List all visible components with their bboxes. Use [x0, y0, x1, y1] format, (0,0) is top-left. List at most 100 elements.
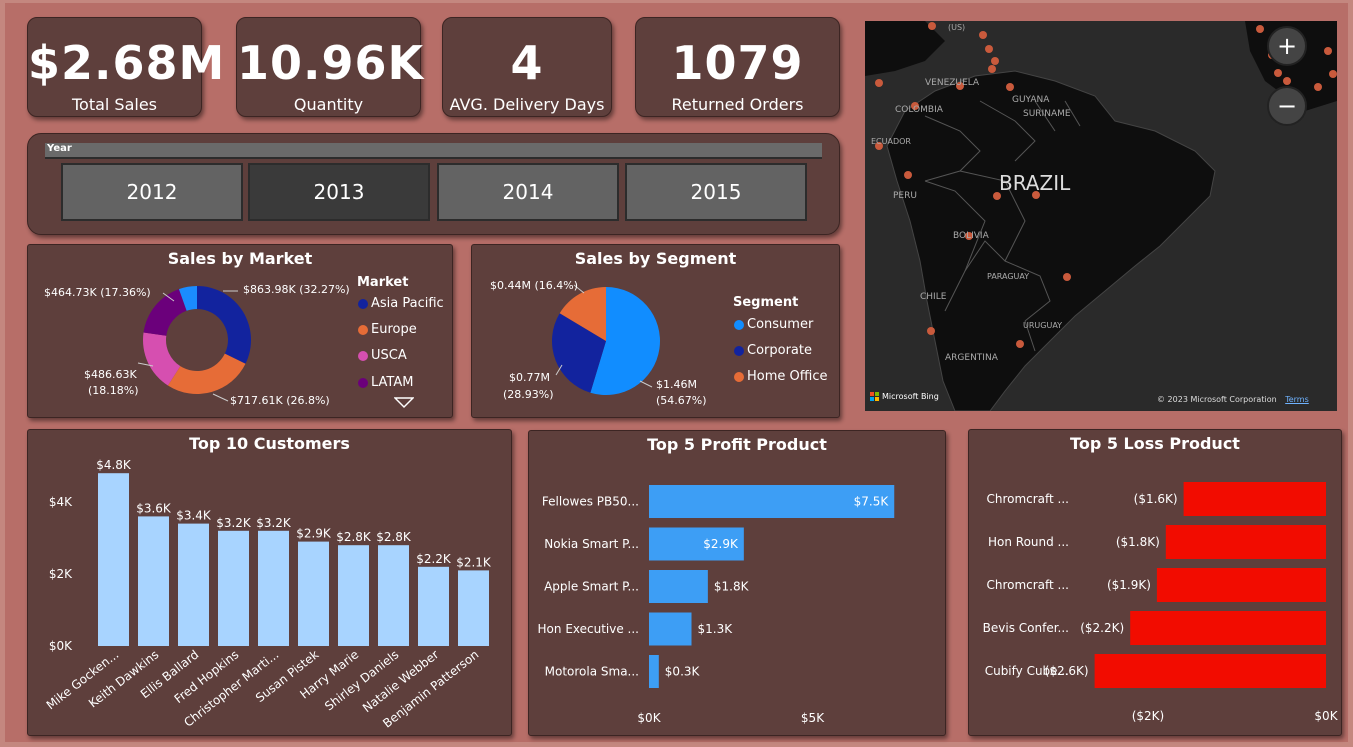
legend-item-usca[interactable]: USCA: [358, 348, 407, 363]
bar-benjamin-patterson[interactable]: [458, 570, 489, 646]
x-tick-label: $5K: [801, 711, 825, 725]
legend-swatch: [734, 371, 744, 382]
data-label: $2.8K: [336, 530, 372, 544]
bar-bevis-confer-3[interactable]: [1130, 611, 1326, 645]
sales-by-market-panel: Sales by Market $863.98K (32.27%) $717.6…: [27, 244, 453, 418]
bar-nokia-smart-p-1[interactable]: [649, 527, 744, 561]
bar-keith-dawkins[interactable]: [138, 516, 169, 646]
bar-natalie-webber[interactable]: [418, 566, 449, 646]
zoom-out-button[interactable]: −: [1267, 86, 1307, 126]
kpi-label: AVG. Delivery Days: [449, 95, 605, 114]
legend-label: Corporate: [747, 343, 812, 358]
legend-item-asia-pacific[interactable]: Asia Pacific: [358, 296, 444, 311]
bar-hon-round-1[interactable]: [1165, 525, 1326, 559]
kpi-value: 1079: [671, 36, 804, 90]
legend-label: Home Office: [747, 369, 828, 384]
legend-scroll-down-icon[interactable]: [394, 397, 414, 409]
data-label: $3.6K: [136, 501, 172, 515]
leader-line: [162, 292, 175, 302]
map-label: COLOMBIA: [895, 105, 943, 115]
legend-swatch: [358, 298, 368, 309]
legend-swatch: [358, 350, 368, 361]
zoom-in-button[interactable]: +: [1267, 26, 1307, 66]
data-label: $1.3K: [698, 622, 734, 636]
slice-usca[interactable]: [143, 332, 181, 386]
bar-ellis-ballard[interactable]: [178, 523, 209, 646]
bar-apple-smart-p-2[interactable]: [649, 570, 708, 603]
data-label: $2.9K: [703, 537, 739, 551]
sales-by-segment-panel: Sales by Segment $0.44M (16.4%) $0.77M (…: [471, 244, 840, 418]
slice-europe[interactable]: [167, 353, 246, 394]
data-label: $1.8K: [714, 580, 750, 594]
slice-other[interactable]: [178, 286, 197, 311]
data-label: $0.3K: [665, 665, 701, 679]
top-loss-chart: Chromcraft ... ($1.6K) Hon Round ... ($1.8K…: [983, 482, 1339, 723]
bar-harry-marie[interactable]: [338, 545, 369, 646]
year-option-2012[interactable]: 2012: [61, 163, 243, 221]
slice-label-consumer-value: $1.46M: [656, 378, 697, 391]
y-tick-label: $2K: [49, 567, 73, 581]
terms-link[interactable]: Terms: [1285, 395, 1309, 404]
legend-item-latam[interactable]: LATAM: [358, 375, 413, 390]
top-profit-panel: Top 5 Profit Product Fellowes PB50... $7.…: [528, 430, 946, 736]
bar-christopher-marti[interactable]: [258, 530, 289, 646]
bing-logo: Microsoft Bing: [870, 392, 939, 401]
slice-label-usca-pct: (18.18%): [88, 384, 139, 397]
year-option-2013[interactable]: 2013: [248, 163, 430, 221]
map-label: (US): [948, 23, 966, 32]
leader-line: [212, 393, 229, 402]
bar-chromcraft-2[interactable]: [1156, 568, 1326, 602]
slice-corporate[interactable]: [552, 313, 606, 393]
plus-icon: +: [1276, 32, 1298, 60]
bar-susan-pistek[interactable]: [298, 541, 329, 646]
data-label: ($1.8K): [1116, 535, 1160, 549]
slice-home-office[interactable]: [559, 287, 606, 341]
segment-legend-title: Segment: [733, 295, 799, 310]
year-option-2015[interactable]: 2015: [625, 163, 807, 221]
map-label: PERU: [893, 191, 917, 201]
slice-label-latam: $464.73K (17.36%): [44, 286, 151, 299]
bar-hon-executive-3[interactable]: [649, 612, 692, 646]
x-tick-label: $0K: [1314, 709, 1338, 723]
bar-motorola-sma-4[interactable]: [649, 655, 659, 688]
y-tick-label: $4K: [49, 495, 73, 509]
bar-fellowes-pb50-0[interactable]: [649, 485, 895, 518]
slice-latam[interactable]: [143, 289, 187, 336]
kpi-label: Returned Orders: [671, 95, 804, 114]
top-customers-panel: Top 10 Customers $0K $2K $4K $4.8K Mike Gock…: [27, 429, 512, 736]
y-category-label: Fellowes PB50...: [542, 495, 639, 509]
kpi-card-total-sales: $2.68M Total Sales: [27, 17, 224, 117]
bing-label: Microsoft Bing: [882, 392, 939, 401]
slice-label-europe: $717.61K (26.8%): [230, 394, 330, 407]
slice-label-consumer-pct: (54.67%): [656, 394, 707, 407]
legend-item-consumer[interactable]: Consumer: [734, 317, 813, 332]
kpi-label: Quantity: [293, 95, 364, 114]
data-label: $7.5K: [854, 495, 890, 509]
map-label: URUGUAY: [1023, 321, 1063, 330]
bar-shirley-daniels[interactable]: [378, 545, 409, 646]
bar-chromcraft-0[interactable]: [1183, 482, 1326, 516]
slice-label-corporate-value: $0.77M: [509, 371, 550, 384]
legend-item-corporate[interactable]: Corporate: [734, 343, 812, 358]
year-option-2014[interactable]: 2014: [437, 163, 619, 221]
legend-item-home-office[interactable]: Home Office: [734, 369, 827, 384]
x-tick-label: ($2K): [1132, 709, 1165, 723]
legend-label: Europe: [371, 322, 417, 337]
bar-mike-gocken[interactable]: [98, 473, 129, 646]
data-label: $4.8K: [96, 458, 132, 472]
leader-line: [639, 380, 653, 388]
slice-asia-pacific[interactable]: [197, 286, 251, 364]
map-panel[interactable]: (US) VENEZUELA COLOMBIA GUYANA SURINAME …: [865, 21, 1337, 411]
slice-consumer[interactable]: [590, 287, 660, 395]
bar-fred-hopkins[interactable]: [218, 530, 249, 646]
bar-cubify-cube-4[interactable]: [1094, 654, 1326, 688]
kpi-label: Total Sales: [71, 95, 158, 114]
top-profit-chart: Fellowes PB50... $7.5K Nokia Smart P... $2.…: [538, 485, 895, 725]
legend-item-europe[interactable]: Europe: [358, 322, 417, 337]
map-label: BOLIVIA: [953, 231, 989, 241]
map-copyright: © 2023 Microsoft Corporation Terms: [1157, 395, 1309, 404]
map-label: PARAGUAY: [987, 272, 1030, 281]
map-label: SURINAME: [1023, 109, 1071, 119]
